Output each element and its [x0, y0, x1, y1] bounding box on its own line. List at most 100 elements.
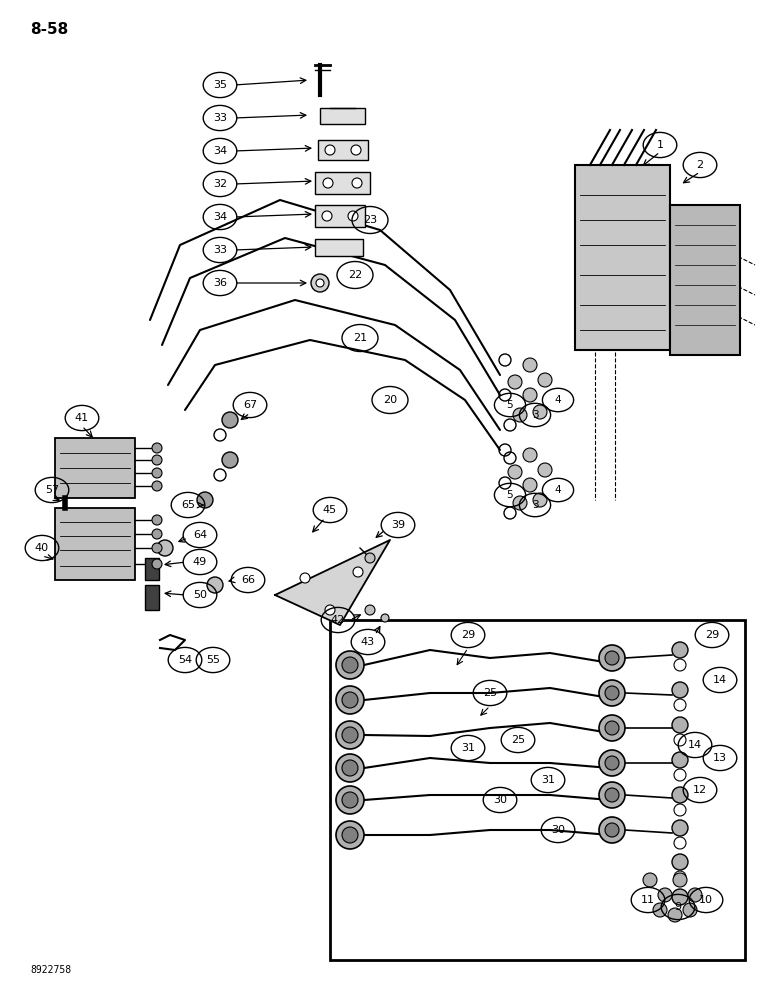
Circle shape: [152, 515, 162, 525]
Text: 64: 64: [193, 530, 207, 540]
Circle shape: [152, 481, 162, 491]
Text: 14: 14: [713, 675, 727, 685]
Text: 33: 33: [213, 245, 227, 255]
Circle shape: [599, 680, 625, 706]
Circle shape: [672, 752, 688, 768]
FancyBboxPatch shape: [320, 108, 365, 124]
Text: 30: 30: [551, 825, 565, 835]
FancyBboxPatch shape: [55, 508, 135, 580]
Circle shape: [222, 412, 238, 428]
Text: 43: 43: [361, 637, 375, 647]
Circle shape: [658, 888, 672, 902]
Circle shape: [152, 543, 162, 553]
FancyBboxPatch shape: [318, 140, 368, 160]
Text: 45: 45: [323, 505, 337, 515]
Text: 49: 49: [193, 557, 207, 567]
Polygon shape: [275, 540, 390, 625]
Text: 40: 40: [35, 543, 49, 553]
Text: 34: 34: [213, 212, 227, 222]
FancyBboxPatch shape: [145, 558, 159, 580]
Text: 54: 54: [178, 655, 192, 665]
Circle shape: [336, 721, 364, 749]
Circle shape: [342, 727, 358, 743]
Circle shape: [672, 682, 688, 698]
Circle shape: [311, 274, 329, 292]
Circle shape: [683, 903, 697, 917]
Circle shape: [325, 605, 335, 615]
Text: 25: 25: [511, 735, 525, 745]
Circle shape: [336, 754, 364, 782]
Circle shape: [672, 889, 688, 905]
Text: 23: 23: [363, 215, 377, 225]
Text: 3: 3: [532, 410, 538, 420]
Text: 55: 55: [206, 655, 220, 665]
Text: 66: 66: [241, 575, 255, 585]
Text: 35: 35: [213, 80, 227, 90]
Text: 11: 11: [641, 895, 655, 905]
Text: 1: 1: [656, 140, 663, 150]
Text: 31: 31: [541, 775, 555, 785]
Text: 8922758: 8922758: [30, 965, 71, 975]
Circle shape: [533, 493, 547, 507]
Circle shape: [523, 478, 537, 492]
Text: 36: 36: [213, 278, 227, 288]
Text: 22: 22: [348, 270, 362, 280]
Circle shape: [605, 823, 619, 837]
Circle shape: [316, 279, 324, 287]
FancyBboxPatch shape: [315, 239, 363, 256]
Text: 33: 33: [213, 113, 227, 123]
Circle shape: [152, 455, 162, 465]
FancyBboxPatch shape: [575, 165, 670, 350]
Circle shape: [348, 211, 358, 221]
Circle shape: [605, 686, 619, 700]
Text: 30: 30: [493, 795, 507, 805]
Circle shape: [342, 692, 358, 708]
Text: 4: 4: [555, 395, 561, 405]
Circle shape: [352, 178, 362, 188]
Circle shape: [605, 788, 619, 802]
Circle shape: [672, 820, 688, 836]
Circle shape: [323, 178, 333, 188]
Text: 21: 21: [353, 333, 367, 343]
Circle shape: [538, 463, 552, 477]
Circle shape: [342, 827, 358, 843]
Circle shape: [653, 903, 667, 917]
Text: 32: 32: [213, 179, 227, 189]
Circle shape: [342, 792, 358, 808]
Circle shape: [513, 496, 527, 510]
Circle shape: [523, 358, 537, 372]
Circle shape: [605, 721, 619, 735]
Text: 5: 5: [506, 490, 513, 500]
Text: 39: 39: [391, 520, 405, 530]
Circle shape: [152, 529, 162, 539]
Circle shape: [599, 715, 625, 741]
Circle shape: [197, 492, 213, 508]
Circle shape: [508, 375, 522, 389]
Circle shape: [688, 888, 702, 902]
FancyBboxPatch shape: [330, 620, 745, 960]
Text: 8-58: 8-58: [30, 22, 68, 37]
Circle shape: [672, 787, 688, 803]
Circle shape: [672, 717, 688, 733]
Circle shape: [353, 567, 363, 577]
Text: 4: 4: [555, 485, 561, 495]
Circle shape: [508, 465, 522, 479]
Circle shape: [605, 756, 619, 770]
Circle shape: [342, 657, 358, 673]
Circle shape: [222, 452, 238, 468]
Circle shape: [300, 573, 310, 583]
FancyBboxPatch shape: [315, 172, 370, 194]
Text: 5: 5: [506, 400, 513, 410]
Circle shape: [523, 388, 537, 402]
Text: 67: 67: [243, 400, 257, 410]
Text: 25: 25: [483, 688, 497, 698]
Circle shape: [599, 750, 625, 776]
Circle shape: [513, 408, 527, 422]
Text: 50: 50: [193, 590, 207, 600]
Circle shape: [342, 760, 358, 776]
Circle shape: [365, 605, 375, 615]
Circle shape: [599, 645, 625, 671]
Circle shape: [325, 145, 335, 155]
Text: 13: 13: [713, 753, 727, 763]
Circle shape: [336, 651, 364, 679]
